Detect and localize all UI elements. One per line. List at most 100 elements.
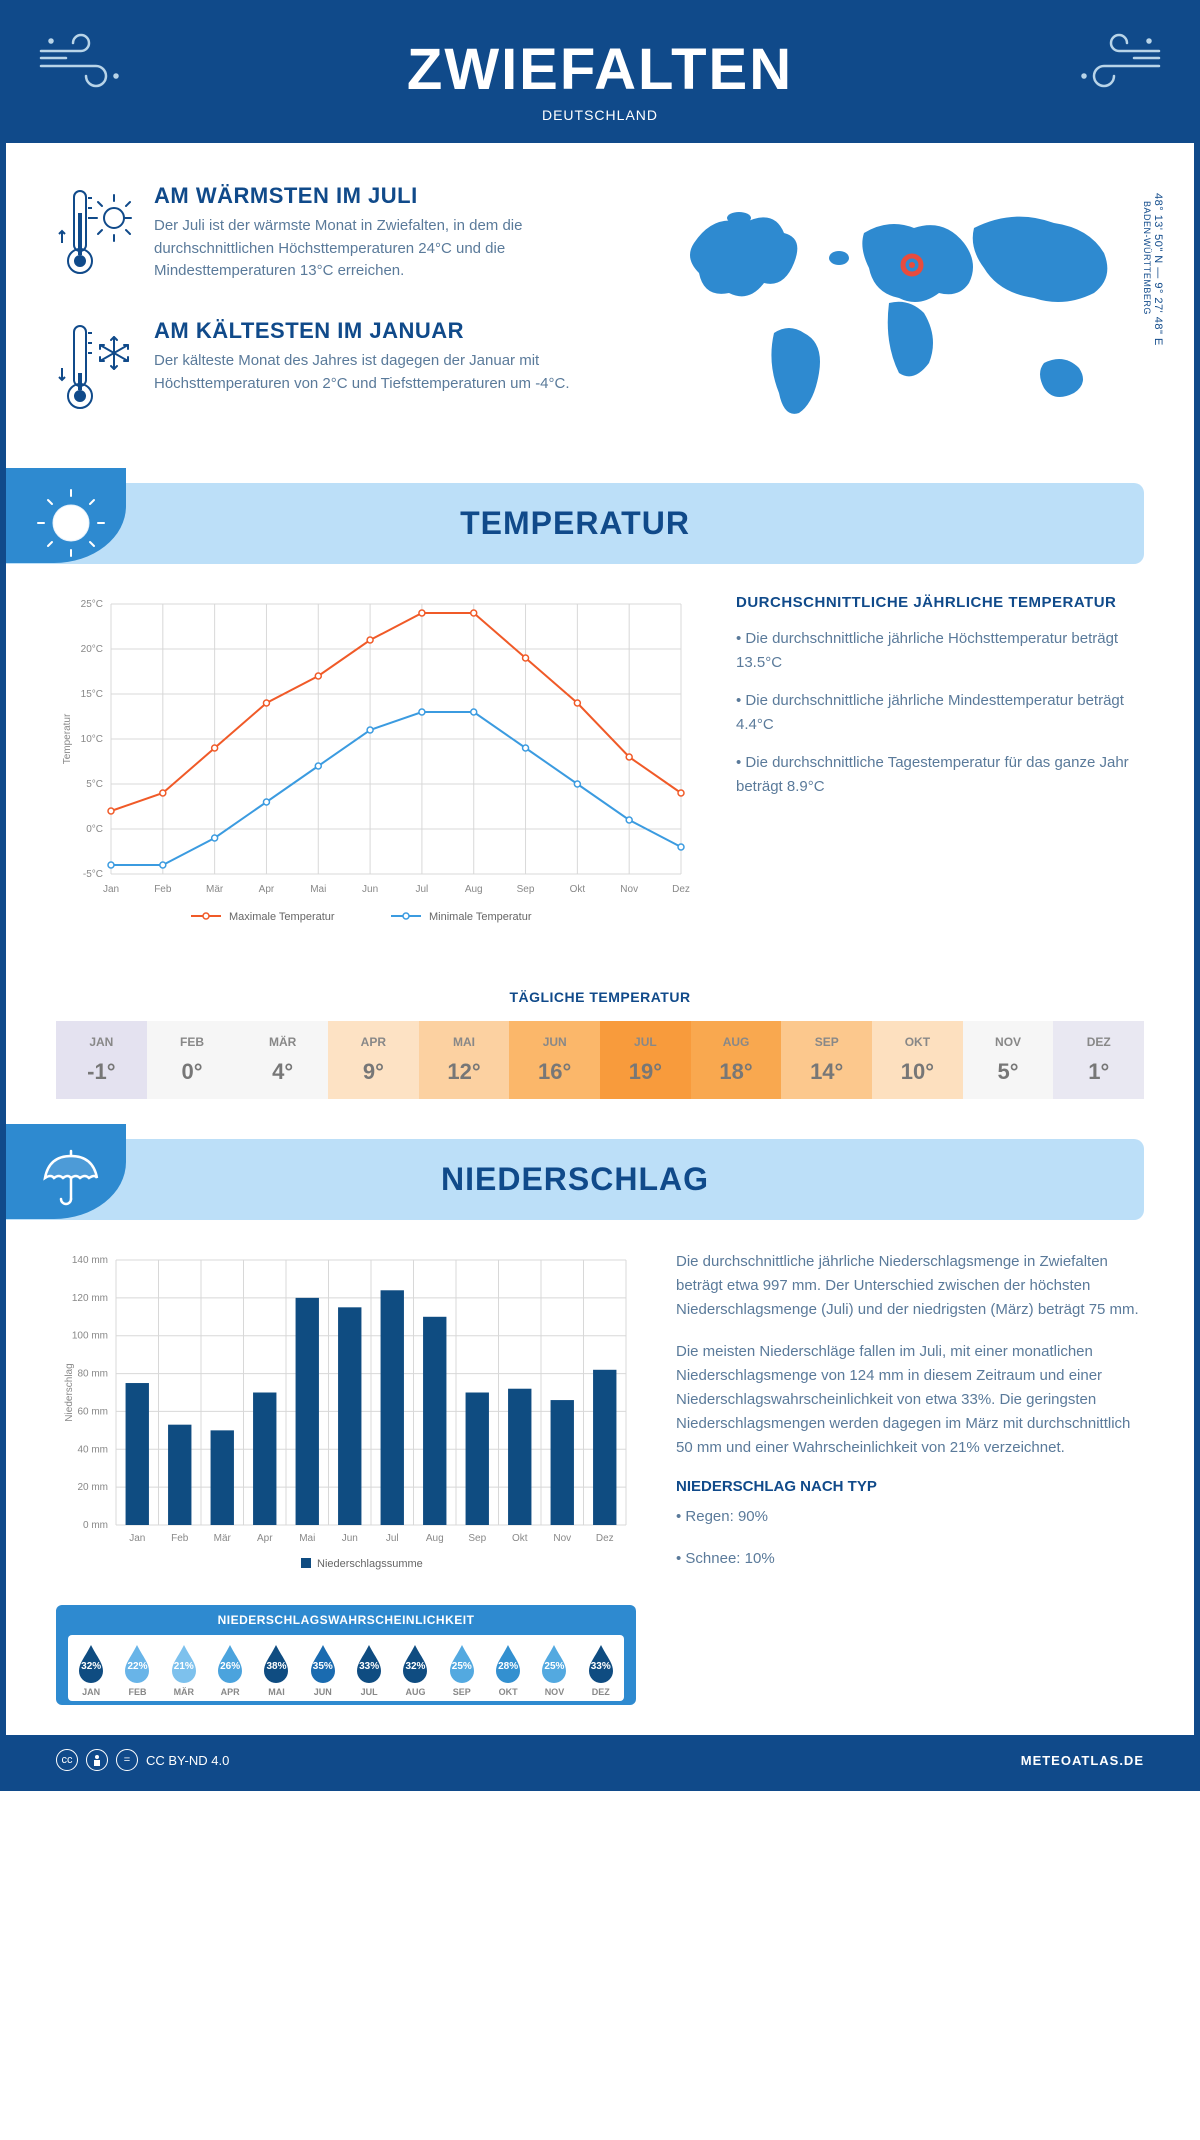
sun-icon [36,488,106,563]
svg-text:Dez: Dez [596,1533,614,1544]
temp-text-heading: DURCHSCHNITTLICHE JÄHRLICHE TEMPERATUR [736,594,1144,611]
svg-text:Nov: Nov [553,1533,571,1544]
svg-text:20 mm: 20 mm [77,1482,108,1493]
warmest-body: Der Juli ist der wärmste Monat in Zwiefa… [154,215,634,283]
svg-text:5°C: 5°C [86,779,103,790]
raindrop-icon: 26% [214,1643,246,1683]
svg-text:Feb: Feb [171,1533,189,1544]
svg-text:Apr: Apr [257,1533,273,1544]
daily-temp-cell: NOV5° [963,1021,1054,1099]
svg-text:Jul: Jul [386,1533,399,1544]
svg-text:Aug: Aug [426,1533,444,1544]
thermometer-hot-icon [56,183,136,288]
daily-temp-cell: MAI12° [419,1021,510,1099]
prob-cell: 38% MAI [253,1643,299,1697]
thermometer-cold-icon [56,318,136,423]
daily-temp-title: TÄGLICHE TEMPERATUR [6,989,1194,1005]
prob-cell: 25% NOV [531,1643,577,1697]
prob-cell: 28% OKT [485,1643,531,1697]
daily-temp-cell: AUG18° [691,1021,782,1099]
raindrop-icon: 21% [168,1643,200,1683]
precipitation-heading: NIEDERSCHLAG [441,1161,709,1198]
precip-type-item: • Schnee: 10% [676,1547,1144,1571]
svg-text:10°C: 10°C [81,734,103,745]
svg-text:60 mm: 60 mm [77,1406,108,1417]
intro-section: AM WÄRMSTEN IM JULI Der Juli ist der wär… [6,143,1194,473]
country-label: DEUTSCHLAND [6,107,1194,123]
coldest-title: AM KÄLTESTEN IM JANUAR [154,318,634,344]
precip-type-item: • Regen: 90% [676,1505,1144,1529]
coldest-block: AM KÄLTESTEN IM JANUAR Der kälteste Mona… [56,318,634,423]
daily-temp-cell: JAN-1° [56,1021,147,1099]
svg-text:Aug: Aug [465,884,483,895]
precip-type-heading: NIEDERSCHLAG NACH TYP [676,1478,1144,1495]
temperature-section-bar: TEMPERATUR [6,483,1144,564]
svg-text:25°C: 25°C [81,599,103,610]
coldest-body: Der kälteste Monat des Jahres ist dagege… [154,350,634,395]
daily-temp-cell: JUN16° [509,1021,600,1099]
svg-text:Mai: Mai [310,884,326,895]
page-title: ZWIEFALTEN [6,36,1194,103]
prob-cell: 21% MÄR [161,1643,207,1697]
header: ZWIEFALTEN DEUTSCHLAND [6,6,1194,143]
svg-text:100 mm: 100 mm [72,1331,108,1342]
svg-text:0°C: 0°C [86,824,103,835]
daily-temp-cell: JUL19° [600,1021,691,1099]
raindrop-icon: 33% [585,1643,617,1683]
precipitation-section-bar: NIEDERSCHLAG [6,1139,1144,1220]
precipitation-chart: 0 mm20 mm40 mm60 mm80 mm100 mm120 mm140 … [56,1250,636,1585]
svg-text:Okt: Okt [570,884,586,895]
wind-icon [36,26,136,101]
daily-temp-cell: FEB0° [147,1021,238,1099]
svg-text:Jun: Jun [362,884,378,895]
svg-text:0 mm: 0 mm [83,1520,108,1531]
world-map: 48° 13' 50" N — 9° 27' 48" E BADEN-WÜRTT… [664,183,1144,453]
umbrella-icon [36,1144,106,1219]
prob-cell: 32% JAN [68,1643,114,1697]
daily-temp-cell: SEP14° [781,1021,872,1099]
svg-text:Feb: Feb [154,884,172,895]
svg-text:15°C: 15°C [81,689,103,700]
warmest-title: AM WÄRMSTEN IM JULI [154,183,634,209]
warmest-block: AM WÄRMSTEN IM JULI Der Juli ist der wär… [56,183,634,288]
raindrop-icon: 38% [260,1643,292,1683]
raindrop-icon: 32% [399,1643,431,1683]
svg-text:Apr: Apr [259,884,275,895]
raindrop-icon: 33% [353,1643,385,1683]
prob-cell: 33% JUL [346,1643,392,1697]
raindrop-icon: 32% [75,1643,107,1683]
license-text: CC BY-ND 4.0 [146,1753,229,1768]
svg-text:Jan: Jan [129,1533,145,1544]
svg-text:80 mm: 80 mm [77,1369,108,1380]
svg-text:Niederschlag: Niederschlag [64,1363,75,1421]
daily-temp-cell: DEZ1° [1053,1021,1144,1099]
precip-paragraph: Die durchschnittliche jährliche Niedersc… [676,1250,1144,1322]
svg-text:Sep: Sep [468,1533,486,1544]
temp-bullet: • Die durchschnittliche jährliche Höchst… [736,627,1144,675]
svg-text:20°C: 20°C [81,644,103,655]
svg-text:Nov: Nov [620,884,638,895]
svg-text:Minimale Temperatur: Minimale Temperatur [429,911,532,923]
svg-text:Maximale Temperatur: Maximale Temperatur [229,911,335,923]
svg-text:Mär: Mär [214,1533,232,1544]
by-icon [86,1749,108,1771]
svg-text:140 mm: 140 mm [72,1255,108,1266]
svg-text:Jan: Jan [103,884,119,895]
prob-cell: 25% SEP [439,1643,485,1697]
svg-text:40 mm: 40 mm [77,1444,108,1455]
temp-bullet: • Die durchschnittliche jährliche Mindes… [736,689,1144,737]
daily-temp-cell: MÄR4° [237,1021,328,1099]
nd-icon: = [116,1749,138,1771]
prob-cell: 22% FEB [114,1643,160,1697]
svg-text:Temperatur: Temperatur [62,713,73,764]
daily-temp-cell: OKT10° [872,1021,963,1099]
svg-text:Jul: Jul [416,884,429,895]
daily-temp-cell: APR9° [328,1021,419,1099]
svg-text:-5°C: -5°C [83,869,103,880]
svg-text:Niederschlagssumme: Niederschlagssumme [317,1558,423,1570]
svg-text:Okt: Okt [512,1533,528,1544]
svg-text:Jun: Jun [342,1533,358,1544]
license: cc = CC BY-ND 4.0 [56,1749,229,1771]
wind-icon [1064,26,1164,101]
site-name: METEOATLAS.DE [1021,1753,1144,1768]
